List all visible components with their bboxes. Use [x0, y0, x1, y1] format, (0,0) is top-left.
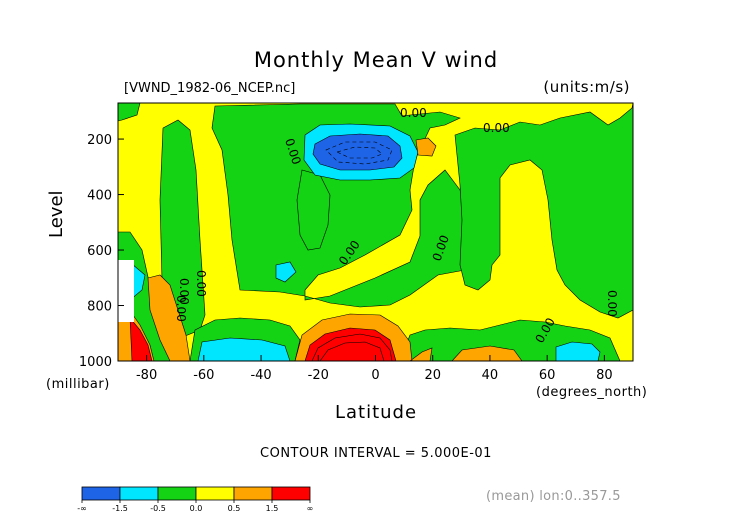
- green-zone-east: [454, 103, 633, 319]
- x-tick-label: -60: [193, 368, 214, 383]
- contour-interval-label: CONTOUR INTERVAL = 5.000E-01: [260, 446, 492, 461]
- source-file-label: [VWND_1982-06_NCEP.nc]: [124, 81, 296, 96]
- contour-label: 0.00: [194, 270, 208, 297]
- x-tick-label: 0: [371, 368, 379, 383]
- colorbar-label: 1.5: [266, 504, 279, 513]
- colorbar-swatch: [157, 486, 197, 501]
- y-axis-unit: (millibar): [46, 377, 110, 392]
- x-tick-label: -40: [250, 368, 271, 383]
- y-tick-label: 1000: [79, 355, 112, 370]
- solid-contour-positive-core: [311, 333, 393, 361]
- colorbar-swatch: [233, 486, 273, 501]
- x-tick-label: 40: [482, 368, 499, 383]
- colorbar-swatch: [119, 486, 159, 501]
- contour-label: 0.00: [177, 278, 191, 305]
- colorbar-label: -0.5: [150, 504, 166, 513]
- colorbar-swatch: [195, 486, 235, 501]
- x-tick-label: 60: [539, 368, 556, 383]
- positive-core-surface: [129, 317, 397, 361]
- negative-zone-surface-west: [197, 337, 291, 361]
- y-axis-ticks: 200 400 600 800 1000: [79, 133, 124, 370]
- x-tick-label: 20: [424, 368, 441, 383]
- green-zone-upper-left: [118, 103, 141, 122]
- colorbar-label: ∞: [307, 504, 314, 513]
- x-axis-label: Latitude: [334, 402, 418, 423]
- green-zone-west: [159, 119, 206, 339]
- contour-label: 0.00: [174, 295, 188, 322]
- colorbar-label: 0.5: [228, 504, 241, 513]
- colorbar-label: 0.0: [190, 504, 203, 513]
- colorbar-swatch: [81, 486, 121, 501]
- x-tick-label: 80: [596, 368, 613, 383]
- positive-zone-surface: [294, 137, 523, 361]
- averaging-footer: (mean) lon:0..357.5: [486, 489, 621, 504]
- negative-core-upper: [312, 133, 403, 171]
- dashed-contour-negative-core: [325, 141, 393, 165]
- x-axis-unit: (degrees_north): [536, 385, 648, 400]
- x-tick-label: -80: [136, 368, 157, 383]
- green-zone-center: [296, 169, 331, 251]
- x-axis-ticks: -80 -60 -40 -20 0 20 40 60 80: [136, 355, 613, 383]
- colorbar-swatch: [271, 486, 311, 501]
- x-tick-label: -20: [308, 368, 329, 383]
- y-tick-label: 600: [87, 244, 112, 259]
- y-tick-label: 400: [87, 189, 112, 204]
- chart-title: Monthly Mean V wind: [253, 48, 499, 72]
- units-label: (units:m/s): [543, 78, 630, 96]
- contour-label: 0.00: [483, 121, 510, 135]
- colorbar-label: -1.5: [112, 504, 128, 513]
- y-tick-label: 800: [87, 300, 112, 315]
- white-missing-data-block: [118, 260, 134, 322]
- y-tick-label: 200: [87, 133, 112, 148]
- colorbar: -∞ -1.5 -0.5 0.0 0.5 1.5 ∞: [77, 486, 314, 513]
- contour-label: 0.00: [400, 106, 427, 120]
- contour-label: 0.00: [605, 290, 619, 317]
- plot-area: [118, 103, 633, 361]
- colorbar-label: -∞: [77, 504, 87, 513]
